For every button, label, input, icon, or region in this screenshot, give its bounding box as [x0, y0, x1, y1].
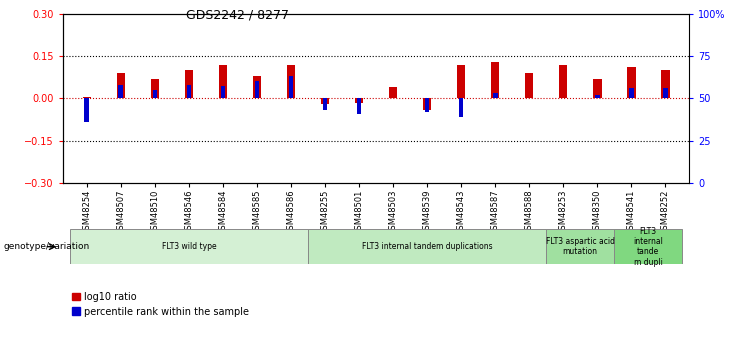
Bar: [116, 73, 125, 98]
Bar: [308, 229, 546, 264]
Bar: [82, 97, 91, 98]
Text: GDS2242 / 8277: GDS2242 / 8277: [185, 9, 289, 22]
Text: FLT3
internal
tande
m dupli: FLT3 internal tande m dupli: [634, 227, 663, 267]
Bar: [150, 79, 159, 98]
Text: genotype/variation: genotype/variation: [4, 242, 90, 251]
Bar: [70, 229, 308, 264]
Bar: [457, 65, 465, 98]
Bar: [255, 81, 259, 98]
Bar: [119, 85, 123, 98]
Bar: [219, 65, 227, 98]
Bar: [525, 73, 534, 98]
Bar: [322, 98, 328, 110]
Bar: [661, 70, 670, 98]
Bar: [423, 98, 431, 110]
Bar: [221, 87, 225, 98]
Bar: [287, 65, 295, 98]
Bar: [595, 95, 599, 98]
Bar: [355, 98, 363, 102]
Bar: [663, 88, 668, 98]
Bar: [593, 79, 602, 98]
Bar: [187, 85, 191, 98]
Legend: log10 ratio, percentile rank within the sample: log10 ratio, percentile rank within the …: [68, 288, 253, 321]
Bar: [153, 90, 157, 98]
Bar: [559, 65, 568, 98]
Bar: [289, 76, 293, 98]
Bar: [546, 229, 614, 264]
Bar: [253, 76, 262, 98]
Bar: [185, 70, 193, 98]
Bar: [356, 98, 362, 114]
Bar: [425, 98, 430, 112]
Text: FLT3 wild type: FLT3 wild type: [162, 242, 216, 251]
Bar: [459, 98, 463, 117]
Bar: [84, 98, 89, 122]
Bar: [321, 98, 329, 104]
Text: FLT3 aspartic acid
mutation: FLT3 aspartic acid mutation: [545, 237, 615, 256]
Bar: [614, 229, 682, 264]
Bar: [627, 67, 636, 98]
Bar: [493, 93, 497, 98]
Bar: [629, 88, 634, 98]
Text: FLT3 internal tandem duplications: FLT3 internal tandem duplications: [362, 242, 493, 251]
Bar: [491, 62, 499, 98]
Bar: [389, 87, 397, 98]
